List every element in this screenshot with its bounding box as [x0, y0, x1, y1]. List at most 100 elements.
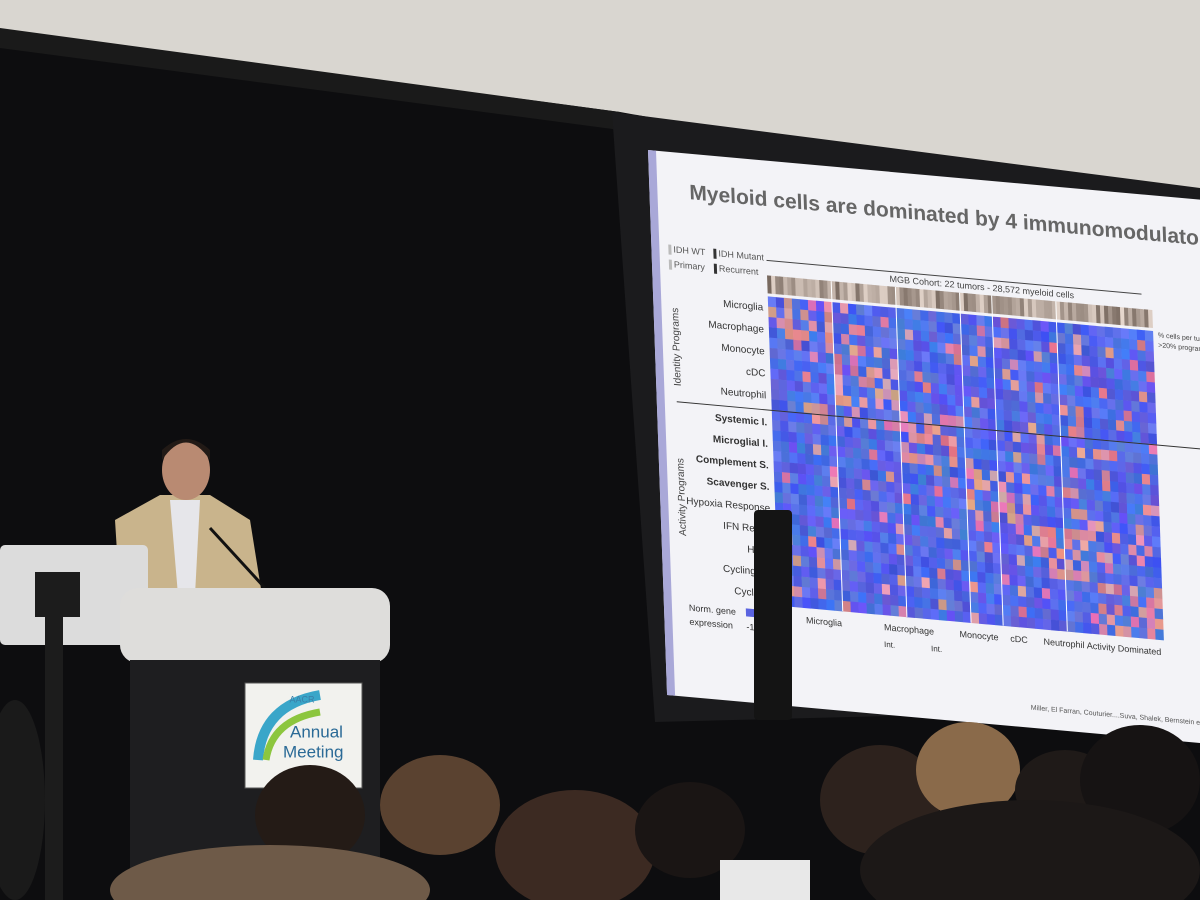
heatmap-cell: [1014, 482, 1023, 495]
heatmap-cell: [984, 315, 994, 328]
heatmap-cell: [987, 408, 997, 420]
heatmap-cell: [1101, 459, 1110, 472]
heatmap-cell: [1090, 376, 1100, 389]
heatmap-cell: [998, 491, 1008, 504]
heatmap-cell: [1010, 605, 1020, 618]
heatmap-cell: [880, 306, 889, 318]
heatmap-cell: [1006, 482, 1015, 494]
heatmap-cell: [1025, 576, 1035, 588]
heatmap-cell: [1033, 566, 1042, 578]
heatmap-cell: [784, 308, 793, 320]
heatmap-cell: [1147, 422, 1157, 435]
heatmap-cell: [992, 326, 1002, 339]
heatmap-cell: [809, 351, 819, 363]
heatmap-cell: [789, 462, 799, 474]
heatmap-cell: [906, 370, 915, 382]
heatmap-cell: [1016, 318, 1026, 331]
heatmap-cell: [1091, 407, 1101, 419]
heatmap-cell: [808, 546, 818, 558]
heatmap-cell: [1102, 490, 1112, 503]
heatmap-cell: [1108, 429, 1117, 442]
heatmap-cell: [1018, 370, 1027, 382]
heatmap-cell: [797, 463, 807, 475]
heatmap-cell: [1140, 442, 1150, 455]
heatmap-cell: [800, 319, 810, 332]
heatmap-cell: [1141, 463, 1151, 475]
heatmap-cell: [1105, 583, 1115, 595]
heatmap-cell: [1100, 449, 1110, 461]
heatmap-cell: [902, 503, 912, 515]
annotation-cell: [967, 293, 973, 312]
heatmap-cell: [1120, 543, 1129, 556]
heatmap-cell: [1130, 380, 1140, 392]
heatmap-cell: [848, 560, 858, 572]
microphone: [208, 526, 267, 590]
heatmap-cell: [841, 580, 851, 592]
heatmap-cell: [1108, 439, 1118, 452]
heatmap-cell: [1056, 558, 1066, 570]
heatmap-cell: [990, 490, 1000, 503]
heatmap-cell: [823, 516, 833, 529]
heatmap-cell: [943, 517, 953, 529]
annotation-cell: [887, 286, 893, 305]
heatmap-cell: [815, 526, 825, 538]
group-label: Identity Programs: [670, 307, 684, 386]
heatmap-cell: [834, 363, 843, 376]
heatmap-cell: [1008, 554, 1018, 566]
heatmap-cell: [959, 529, 969, 541]
heatmap-cell: [1099, 418, 1109, 430]
heatmap-cell: [984, 552, 994, 564]
heatmap-cell: [998, 501, 1008, 514]
heatmap-cell: [840, 323, 850, 335]
heatmap-cell: [970, 386, 980, 398]
heatmap-cell: [1115, 409, 1125, 422]
annotation-cell: [843, 282, 849, 301]
heatmap-cell: [1138, 391, 1148, 403]
heatmap-cell: [945, 343, 954, 355]
heatmap-cell: [922, 371, 932, 384]
heatmap-cell: [805, 453, 814, 466]
heatmap-cell: [1088, 540, 1097, 553]
section-divider: [676, 401, 1200, 451]
heatmap-cell: [849, 570, 859, 582]
heatmap-cell: [938, 609, 948, 621]
heatmap-cell: [793, 339, 802, 352]
heatmap-cell: [771, 399, 781, 411]
heatmap-cell: [987, 398, 996, 410]
heatmap-cell: [924, 423, 933, 435]
heatmap-cell: [781, 472, 791, 484]
heatmap-cell: [1040, 536, 1049, 548]
heatmap-cell: [862, 489, 872, 502]
annotation-cell: [823, 280, 829, 299]
heatmap-cell: [1051, 393, 1060, 406]
heatmap-cell: [824, 537, 833, 549]
heatmap-cell: [818, 383, 828, 395]
heatmap-cell: [1146, 371, 1155, 383]
heatmap-cell: [870, 500, 880, 513]
heatmap-cell: [832, 538, 841, 550]
heatmap-cell: [994, 378, 1004, 390]
heatmap-cell: [940, 435, 950, 447]
heatmap-cell: [866, 592, 875, 605]
heatmap-cell: [969, 581, 979, 593]
heatmap-cell: [962, 375, 972, 387]
heatmap-cell: [853, 447, 862, 460]
heatmap-cell: [904, 555, 914, 567]
heatmap-cell: [1070, 487, 1079, 500]
heatmap-cell: [990, 480, 999, 492]
heatmap-cell: [879, 522, 889, 534]
heatmap-cell: [1112, 553, 1122, 565]
heatmap-cell: [969, 571, 978, 583]
heatmap-cell: [1115, 625, 1124, 637]
heatmap-cell: [819, 393, 828, 405]
heatmap-cell: [853, 468, 863, 480]
heatmap-cell: [954, 364, 963, 376]
heatmap-cell: [1046, 485, 1055, 498]
row-label: Microglia: [723, 299, 764, 314]
heatmap-cell: [1116, 430, 1125, 442]
heatmap-cell: [905, 575, 915, 588]
heatmap-cell: [1108, 450, 1118, 462]
heatmap-cell: [1148, 443, 1158, 455]
heatmap-cell: [778, 379, 788, 391]
heatmap-cell: [947, 394, 956, 406]
